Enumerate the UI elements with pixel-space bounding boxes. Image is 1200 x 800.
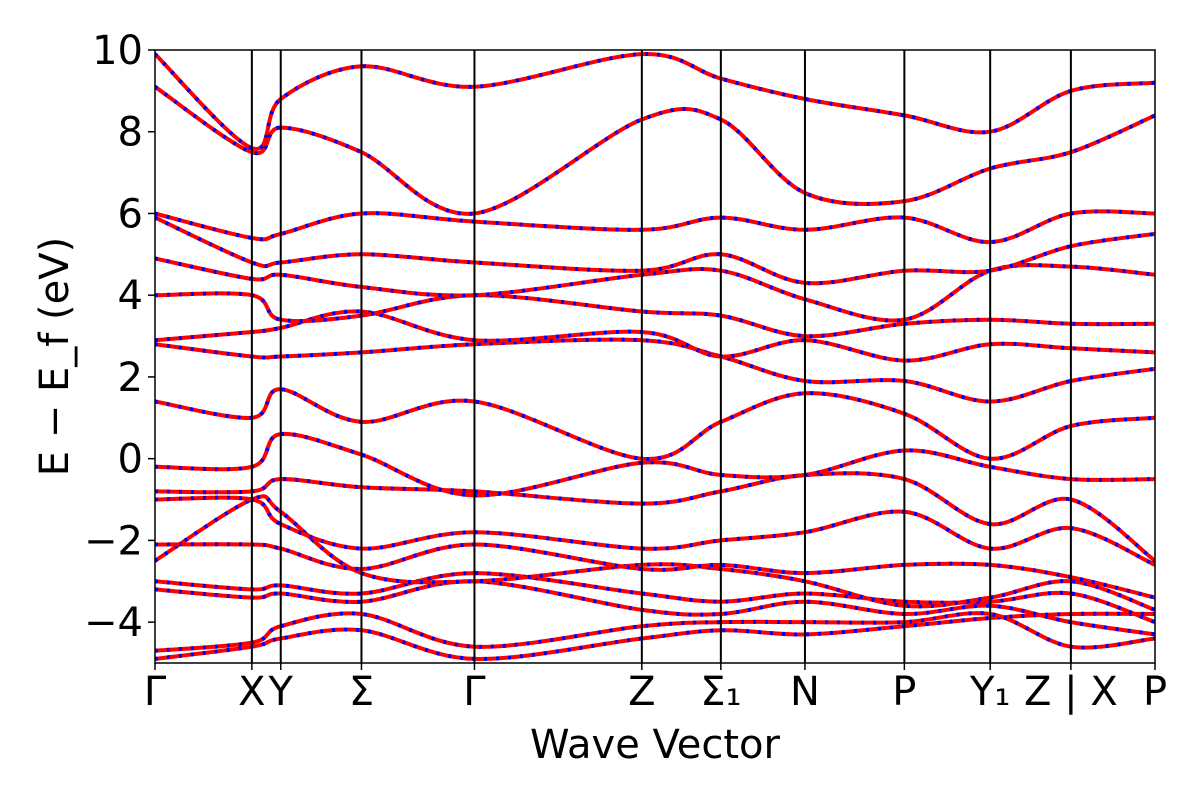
band-line-dashed-17 xyxy=(155,52,1155,151)
kpoint-label: Y xyxy=(268,669,294,715)
kpoint-label: Γ xyxy=(463,669,486,715)
band-line-4 xyxy=(155,494,1155,612)
band-line-dashed-4 xyxy=(155,494,1155,612)
plot-area xyxy=(155,52,1155,661)
band-line-dashed-2 xyxy=(155,579,1155,637)
band-line-dashed-8 xyxy=(155,431,1155,498)
x-axis-label: Wave Vector xyxy=(530,722,781,768)
y-tick-label: −2 xyxy=(84,518,143,564)
kpoint-label: N xyxy=(790,669,820,715)
band-line-17 xyxy=(155,52,1155,151)
kpoint-label: Z xyxy=(628,669,655,715)
y-tick-label: 10 xyxy=(92,28,143,74)
kpoint-label: Γ xyxy=(144,669,167,715)
band-line-15 xyxy=(155,209,1155,245)
kpoint-label: Σ₁ xyxy=(700,669,741,715)
kpoint-label: P xyxy=(1143,669,1167,715)
band-line-dashed-1 xyxy=(155,611,1155,653)
band-line-dashed-16 xyxy=(155,85,1155,216)
y-tick-label: 4 xyxy=(118,273,143,319)
plot-frame xyxy=(154,49,1156,664)
y-tick-label: −4 xyxy=(84,600,143,646)
band-line-8 xyxy=(155,431,1155,498)
band-line-10 xyxy=(155,337,1155,404)
band-line-16 xyxy=(155,84,1155,216)
band-line-12 xyxy=(155,291,1155,339)
band-line-dashed-10 xyxy=(155,337,1155,404)
y-axis-label: E − E_f (eV) xyxy=(32,237,78,476)
kpoint-label: P xyxy=(892,669,916,715)
band-line-dashed-3 xyxy=(155,571,1155,624)
band-line-dashed-12 xyxy=(155,291,1155,339)
band-line-dashed-15 xyxy=(155,209,1155,245)
y-tick-label: 0 xyxy=(118,437,143,483)
kpoint-label: Σ xyxy=(349,669,374,715)
kpoint-label: Z | X xyxy=(1024,669,1118,715)
kpoint-label: Y₁ xyxy=(969,669,1010,715)
band-line-dashed-7 xyxy=(155,471,1155,563)
y-axis-ticks: 10 8 6 4 2 0 −2 −4 xyxy=(84,28,155,646)
y-tick-label: 8 xyxy=(118,110,143,156)
x-axis-ticks: Γ X Y Σ Γ Z Σ₁ N P Y₁ Z | X P xyxy=(144,663,1167,715)
kpoint-label: X xyxy=(238,669,265,715)
y-tick-label: 6 xyxy=(118,191,143,237)
kpoint-divider-lines xyxy=(250,50,1072,663)
y-tick-label: 2 xyxy=(118,355,143,401)
